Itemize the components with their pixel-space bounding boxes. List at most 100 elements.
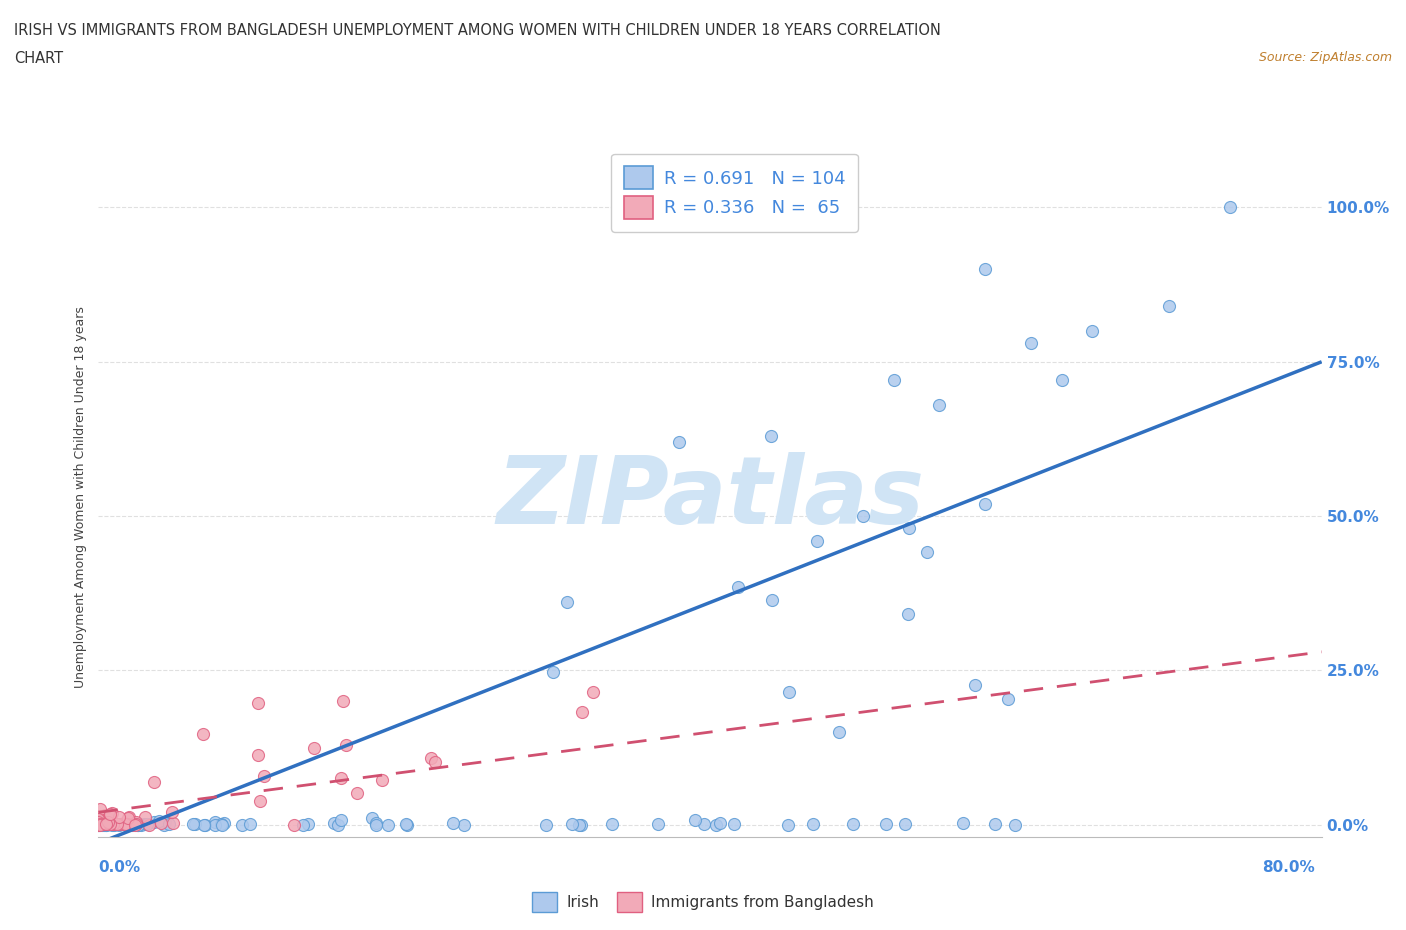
- Point: [98, 817, 121, 831]
- Point: [291, 817, 314, 832]
- Point: [89, 802, 111, 817]
- Point: [97, 812, 120, 827]
- Point: [709, 816, 731, 830]
- Point: [90, 816, 112, 830]
- Text: ZIPatlas: ZIPatlas: [496, 452, 924, 543]
- Point: [193, 726, 215, 741]
- Point: [247, 748, 270, 763]
- Point: [247, 696, 270, 711]
- Point: [87, 816, 110, 830]
- Point: [329, 771, 352, 786]
- Point: [1004, 817, 1026, 832]
- Point: [204, 815, 226, 830]
- Point: [148, 814, 170, 829]
- Point: [94, 817, 117, 832]
- Point: [125, 817, 148, 832]
- Point: [302, 740, 325, 755]
- Point: [98, 813, 121, 828]
- Point: [97, 808, 120, 823]
- Point: [297, 817, 319, 832]
- Text: 80.0%: 80.0%: [1261, 860, 1315, 875]
- Point: [87, 812, 110, 827]
- Point: [110, 817, 132, 831]
- Point: [87, 813, 110, 828]
- Point: [361, 811, 384, 826]
- Point: [93, 807, 115, 822]
- Point: [974, 497, 997, 512]
- Point: [101, 817, 124, 831]
- Point: [364, 817, 387, 832]
- Point: [239, 817, 262, 831]
- Point: [364, 816, 387, 830]
- Point: [759, 429, 782, 444]
- Point: [997, 691, 1019, 706]
- Point: [127, 817, 149, 832]
- Point: [87, 816, 110, 830]
- Point: [1219, 200, 1241, 215]
- Point: [90, 816, 112, 830]
- Point: [89, 812, 111, 827]
- Point: [127, 817, 149, 831]
- Point: [93, 817, 115, 831]
- Point: [90, 817, 112, 832]
- Point: [90, 816, 112, 830]
- Point: [852, 509, 875, 524]
- Point: [211, 817, 233, 832]
- Point: [87, 817, 110, 832]
- Point: [534, 817, 557, 832]
- Point: [801, 817, 824, 831]
- Point: [335, 737, 357, 752]
- Point: [87, 817, 110, 831]
- Point: [181, 817, 204, 831]
- Point: [87, 817, 110, 831]
- Point: [143, 815, 166, 830]
- Point: [142, 775, 165, 790]
- Point: [132, 817, 155, 831]
- Point: [917, 544, 939, 559]
- Point: [806, 533, 828, 548]
- Point: [103, 817, 125, 832]
- Point: [89, 817, 111, 831]
- Point: [569, 817, 592, 832]
- Point: [160, 804, 183, 819]
- Point: [91, 817, 114, 831]
- Point: [1050, 373, 1073, 388]
- Point: [87, 817, 110, 831]
- Point: [90, 817, 112, 831]
- Legend: R = 0.691   N = 104, R = 0.336   N =  65: R = 0.691 N = 104, R = 0.336 N = 65: [612, 153, 858, 232]
- Point: [249, 793, 271, 808]
- Point: [94, 817, 117, 832]
- Point: [89, 817, 111, 831]
- Point: [129, 817, 152, 832]
- Point: [193, 817, 215, 832]
- Point: [897, 521, 920, 536]
- Point: [395, 817, 418, 832]
- Point: [87, 808, 110, 823]
- Point: [875, 817, 897, 831]
- Point: [193, 817, 215, 832]
- Point: [87, 815, 110, 830]
- Point: [984, 817, 1007, 831]
- Point: [600, 817, 623, 831]
- Point: [582, 685, 605, 700]
- Point: [87, 817, 110, 832]
- Point: [928, 397, 950, 412]
- Point: [98, 817, 121, 831]
- Point: [108, 817, 131, 832]
- Point: [87, 815, 110, 830]
- Point: [896, 606, 918, 621]
- Point: [776, 817, 799, 832]
- Point: [555, 594, 578, 609]
- Point: [134, 810, 156, 825]
- Point: [135, 817, 157, 831]
- Point: [94, 817, 117, 831]
- Point: [101, 817, 124, 831]
- Point: [157, 817, 180, 831]
- Point: [328, 817, 350, 832]
- Text: CHART: CHART: [14, 51, 63, 66]
- Point: [761, 592, 783, 607]
- Point: [115, 817, 138, 832]
- Point: [561, 817, 583, 831]
- Point: [693, 817, 716, 831]
- Point: [108, 817, 131, 832]
